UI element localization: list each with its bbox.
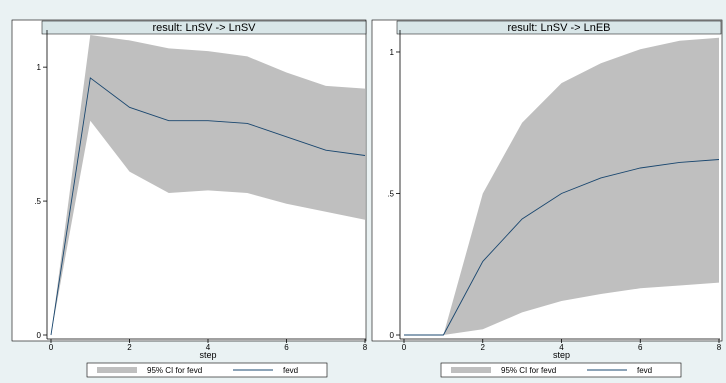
legend: 95% CI for fevd fevd <box>440 362 682 378</box>
y-tick-label: 1 <box>37 63 42 72</box>
fevd-line <box>404 159 720 336</box>
x-ticks: 0 2 4 6 8 <box>402 339 722 352</box>
x-axis-label: step <box>199 350 216 360</box>
x-tick-label: 6 <box>638 343 643 352</box>
x-axis-label: step <box>553 350 570 360</box>
panel-title-bar <box>41 20 367 35</box>
x-tick-label: 0 <box>402 343 407 352</box>
ci-band <box>51 35 365 335</box>
fevd-line <box>50 77 366 336</box>
x-tick-label: 4 <box>559 343 564 352</box>
legend-ci-label: 95% CI for fevd <box>147 366 202 375</box>
legend-ci-swatch <box>451 367 491 373</box>
x-tick-label: 8 <box>717 343 722 352</box>
x-tick-label: 8 <box>363 343 368 352</box>
panel-title: result: LnSV -> LnEB <box>507 22 610 34</box>
y-tick-label: 0 <box>37 331 42 340</box>
x-tick-label: 6 <box>284 343 289 352</box>
y-tick-label: .5 <box>387 189 394 198</box>
y-ticks: 0.51 <box>34 63 47 340</box>
plot-area <box>404 37 720 336</box>
plot-area <box>50 35 366 336</box>
y-tick-label: 1 <box>390 48 395 57</box>
legend-ci-label: 95% CI for fevd <box>501 366 556 375</box>
legend-ci-swatch <box>97 367 137 373</box>
ci-band <box>404 37 719 336</box>
legend-fevd-label: fevd <box>637 366 652 375</box>
x-tick-label: 0 <box>49 343 54 352</box>
panel-title: result: LnSV -> LnSV <box>152 22 256 34</box>
legend-box <box>440 362 682 378</box>
x-tick-label: 2 <box>481 343 486 352</box>
y-ticks: 0.51 <box>387 48 400 340</box>
y-tick-label: .5 <box>34 197 41 206</box>
y-tick-label: 0 <box>390 331 395 340</box>
panel-title-bar <box>396 20 722 35</box>
x-tick-label: 4 <box>206 343 211 352</box>
legend: 95% CI for fevd fevd <box>86 362 328 378</box>
legend-fevd-label: fevd <box>283 366 298 375</box>
legend-box <box>86 362 328 378</box>
x-tick-label: 2 <box>127 343 132 352</box>
x-ticks: 0 2 4 6 8 <box>49 339 368 352</box>
